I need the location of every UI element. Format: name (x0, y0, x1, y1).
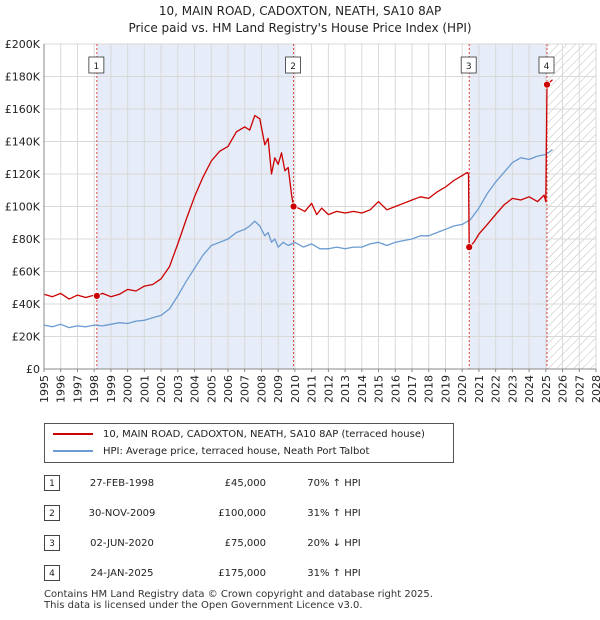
transaction-hpi: 31% ↑ HPI (307, 508, 361, 519)
x-tick-label: 2026 (557, 375, 570, 403)
legend-item-hpi: HPI: Average price, terraced house, Neat… (53, 444, 369, 460)
x-tick-label: 2019 (439, 375, 452, 403)
sale-point (289, 202, 298, 211)
transaction-label-box (460, 56, 477, 74)
chart-legend: 10, MAIN ROAD, CADOXTON, NEATH, SA10 8AP… (44, 423, 454, 463)
transaction-label-box (88, 56, 105, 74)
y-tick-label: £100K (5, 201, 41, 214)
x-tick-label: 2011 (306, 375, 319, 403)
transaction-label-box (285, 56, 301, 74)
x-tick-label: 2002 (155, 375, 168, 403)
x-tick-label: 2020 (456, 375, 469, 403)
x-tick-label: 2009 (272, 375, 285, 403)
transaction-badge: 4 (44, 565, 60, 581)
x-tick-label: 2013 (339, 375, 352, 403)
y-tick-label: £160K (5, 103, 41, 116)
x-tick-label: 2003 (172, 375, 185, 403)
x-tick-label: 2014 (356, 375, 369, 403)
y-tick-label: £80K (12, 233, 41, 246)
x-tick-label: 2027 (573, 375, 586, 403)
x-tick-label: 2007 (239, 375, 252, 403)
x-tick-label: 1995 (38, 375, 51, 403)
x-tick-label: 1996 (55, 375, 68, 403)
x-tick-label: 2010 (289, 375, 302, 403)
y-tick-label: £60K (12, 266, 41, 279)
y-tick-label: £180K (5, 71, 41, 84)
transaction-label: 2 (285, 56, 301, 74)
x-tick-label: 2005 (205, 375, 218, 403)
transaction-label: 1 (88, 56, 105, 74)
transaction-label-text: 3 (466, 62, 472, 72)
x-tick-label: 2025 (540, 375, 553, 403)
x-tick-label: 2021 (473, 375, 486, 403)
y-tick-label: £140K (5, 136, 41, 149)
table-row: 4 24-JAN-2025 £175,000 31% ↑ HPI (44, 564, 464, 584)
transaction-price: £175,000 (218, 568, 266, 579)
transaction-label-text: 1 (93, 62, 99, 72)
transaction-date: 02-JUN-2020 (90, 538, 154, 549)
y-tick-label: £20K (12, 331, 41, 344)
legend-item-property: 10, MAIN ROAD, CADOXTON, NEATH, SA10 8AP… (53, 427, 425, 443)
transaction-label-text: 4 (544, 62, 550, 72)
x-tick-label: 2028 (590, 375, 600, 403)
x-tick-label: 2016 (389, 375, 402, 403)
x-tick-label: 2015 (373, 375, 386, 403)
y-tick-label: £120K (5, 168, 41, 181)
table-row: 3 02-JUN-2020 £75,000 20% ↓ HPI (44, 534, 464, 554)
transaction-date: 27-FEB-1998 (89, 478, 155, 489)
y-tick-label: £200K (5, 38, 41, 51)
footer-line-2: This data is licensed under the Open Gov… (44, 600, 363, 611)
transaction-badge: 2 (44, 505, 60, 521)
transaction-hpi: 20% ↓ HPI (307, 538, 361, 549)
sale-point (465, 243, 474, 252)
x-tick-label: 2022 (490, 375, 503, 403)
transaction-price: £75,000 (224, 538, 266, 549)
x-tick-label: 2001 (138, 375, 151, 403)
x-tick-label: 2008 (255, 375, 268, 403)
transaction-date: 24-JAN-2025 (90, 568, 154, 579)
table-row: 2 30-NOV-2009 £100,000 31% ↑ HPI (44, 504, 464, 524)
transaction-price: £45,000 (224, 478, 266, 489)
transaction-label-box (538, 56, 555, 74)
x-tick-label: 1997 (71, 375, 84, 403)
transaction-label-text: 2 (290, 62, 296, 72)
x-tick-label: 2023 (506, 375, 519, 403)
hpi-line (43, 149, 553, 329)
x-tick-label: 2024 (523, 375, 536, 403)
y-tick-label: £40K (12, 298, 41, 311)
legend-swatch-property (53, 433, 93, 435)
transaction-label: 4 (538, 56, 555, 74)
x-tick-label: 2017 (406, 375, 419, 403)
transaction-price: £100,000 (218, 508, 266, 519)
legend-swatch-hpi (53, 450, 93, 452)
transaction-badge: 3 (44, 535, 60, 551)
legend-label-property: 10, MAIN ROAD, CADOXTON, NEATH, SA10 8AP… (103, 429, 425, 440)
y-tick-label: £0 (26, 363, 40, 376)
transaction-badge: 1 (44, 475, 60, 491)
sale-point (92, 291, 101, 300)
price-chart: 1 2 3 4 £0 £20K £40K £60K £80K £100K £120K £140K £1… (5, 38, 600, 403)
transaction-date: 30-NOV-2009 (88, 508, 156, 519)
legend-label-hpi: HPI: Average price, terraced house, Neat… (103, 446, 370, 457)
x-tick-label: 2004 (189, 375, 202, 403)
transaction-label: 3 (460, 56, 477, 74)
transaction-hpi: 31% ↑ HPI (307, 568, 361, 579)
chart-subtitle: Price paid vs. HM Land Registry's House … (128, 21, 472, 35)
transaction-hpi: 70% ↑ HPI (307, 478, 361, 489)
x-tick-label: 2006 (222, 375, 235, 403)
x-tick-label: 2012 (322, 375, 335, 403)
x-tick-label: 2018 (423, 375, 436, 403)
sale-point (543, 80, 551, 89)
footer-line-1: Contains HM Land Registry data © Crown c… (44, 589, 433, 600)
x-tick-label: 2000 (122, 375, 135, 403)
x-tick-label: 1998 (88, 375, 101, 403)
x-tick-label: 1999 (105, 375, 118, 403)
chart-title: 10, MAIN ROAD, CADOXTON, NEATH, SA10 8AP (158, 4, 442, 18)
footer-attribution: Contains HM Land Registry data © Crown c… (44, 589, 433, 611)
table-row: 1 27-FEB-1998 £45,000 70% ↑ HPI (44, 474, 464, 494)
